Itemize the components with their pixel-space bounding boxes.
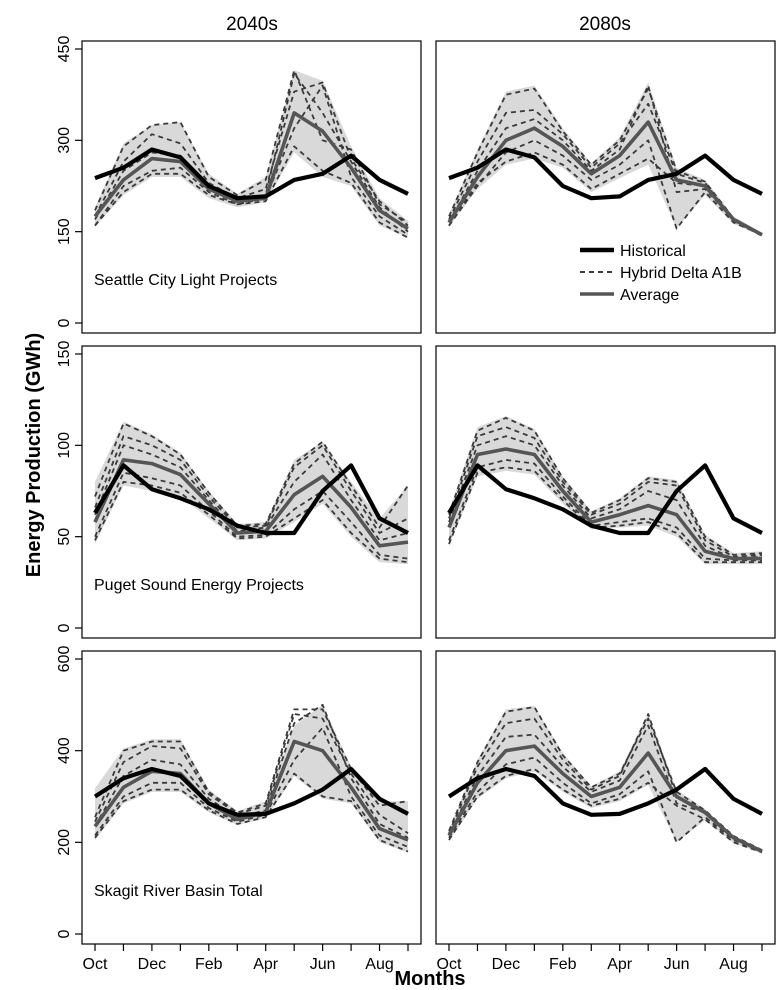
x-tick-label: Jun [664, 956, 690, 973]
hybrid-delta-line [448, 102, 763, 236]
envelope-band [449, 416, 762, 565]
panels-group: Seattle City Light Projects 0 150 300 450 Pug… [56, 36, 776, 973]
historical-line [448, 147, 763, 201]
hybrid-delta-line [448, 151, 763, 237]
panel-1-0: Puget Sound Energy Projects 0 50 100 150 [56, 341, 422, 639]
historical-line [93, 766, 409, 817]
panel-2-1: Oct Dec Feb Apr Jun Aug [435, 650, 776, 973]
x-axis-label: Months [394, 968, 465, 990]
x-tick-label: Apr [607, 956, 633, 973]
panel-frame [81, 40, 422, 334]
hybrid-delta-line [94, 713, 409, 834]
panel-frame [81, 345, 422, 639]
column-title-2080s: 2080s [579, 14, 631, 35]
hybrid-delta-line [94, 422, 409, 529]
legend-hybrid-label: Hybrid Delta A1B [620, 265, 742, 282]
panel-frame [435, 40, 776, 334]
historical-line [447, 463, 763, 536]
x-tick-label: Jun [310, 956, 336, 973]
hybrid-delta-line [448, 416, 763, 556]
x-tick-label: Oct [437, 956, 462, 973]
x-tick-label: Apr [253, 956, 279, 973]
envelope-band [95, 704, 408, 853]
hybrid-delta-line [94, 726, 409, 848]
panel-0-0: Seattle City Light Projects 0 150 300 450 [56, 36, 422, 334]
legend-average-label: Average [620, 287, 679, 304]
hybrid-delta-line [94, 703, 409, 839]
envelope-band [95, 421, 408, 565]
panel-annotation: Seattle City Light Projects [94, 272, 277, 289]
average-line [447, 744, 763, 854]
y-tick-label: 0 [56, 929, 73, 938]
hybrid-delta-line [448, 87, 763, 235]
envelope-band [95, 70, 408, 238]
y-tick-label: 100 [56, 432, 73, 459]
y-tick-label: 450 [56, 36, 73, 63]
y-tick-label: 600 [56, 646, 73, 673]
x-tick-label: Oct [83, 956, 108, 973]
hybrid-delta-line [448, 458, 762, 562]
y-axis-label: Energy Production (GWh) [23, 333, 45, 577]
y-tick-label: 50 [56, 528, 73, 546]
y-tick-label: 150 [56, 218, 73, 245]
panel-frame [435, 345, 776, 639]
y-tick-label: 0 [56, 623, 73, 632]
x-tick-label: Dec [492, 956, 520, 973]
hybrid-delta-line [448, 426, 763, 558]
x-tick-label: Aug [719, 956, 747, 973]
hybrid-delta-line [94, 145, 409, 239]
historical-line [94, 147, 409, 201]
column-title-2040s: 2040s [226, 14, 278, 35]
y-tick-label: 200 [56, 829, 73, 856]
panel-annotation: Skagit River Basin Total [94, 883, 263, 900]
y-tick-label: 150 [56, 341, 73, 368]
hybrid-delta-line [94, 772, 409, 853]
average-line [93, 458, 409, 548]
hybrid-delta-line [94, 480, 409, 564]
hybrid-delta-line [94, 81, 409, 227]
panel-frame [435, 650, 776, 945]
x-tick-label: Feb [549, 956, 577, 973]
hybrid-delta-line [448, 768, 763, 854]
hybrid-delta-line [448, 139, 763, 236]
hybrid-delta-line [448, 466, 762, 564]
hybrid-delta-line [94, 471, 409, 560]
panel-2-0: Skagit River Basin Total 0 200 400 600 Oct Dec… [56, 646, 422, 973]
legend-historical-label: Historical [620, 243, 686, 260]
y-tick-label: 300 [56, 127, 73, 154]
panel-0-1 [435, 40, 776, 334]
x-tick-label: Dec [138, 956, 166, 973]
average-line [447, 447, 762, 561]
x-tick-label: Feb [195, 956, 223, 973]
envelope-band [449, 705, 762, 854]
hybrid-delta-line [448, 756, 763, 853]
y-tick-label: 0 [56, 318, 73, 327]
panel-1-1 [435, 345, 776, 639]
average-line [447, 120, 763, 237]
legend: Historical Hybrid Delta A1B Average [580, 243, 742, 304]
hybrid-delta-line [94, 435, 409, 534]
y-tick-label: 400 [56, 737, 73, 764]
panel-annotation: Puget Sound Energy Projects [94, 577, 304, 594]
panel-frame [81, 650, 422, 945]
x-tick-label: Aug [365, 956, 393, 973]
average-line [93, 111, 409, 231]
historical-line [447, 766, 763, 817]
historical-line [93, 463, 409, 536]
